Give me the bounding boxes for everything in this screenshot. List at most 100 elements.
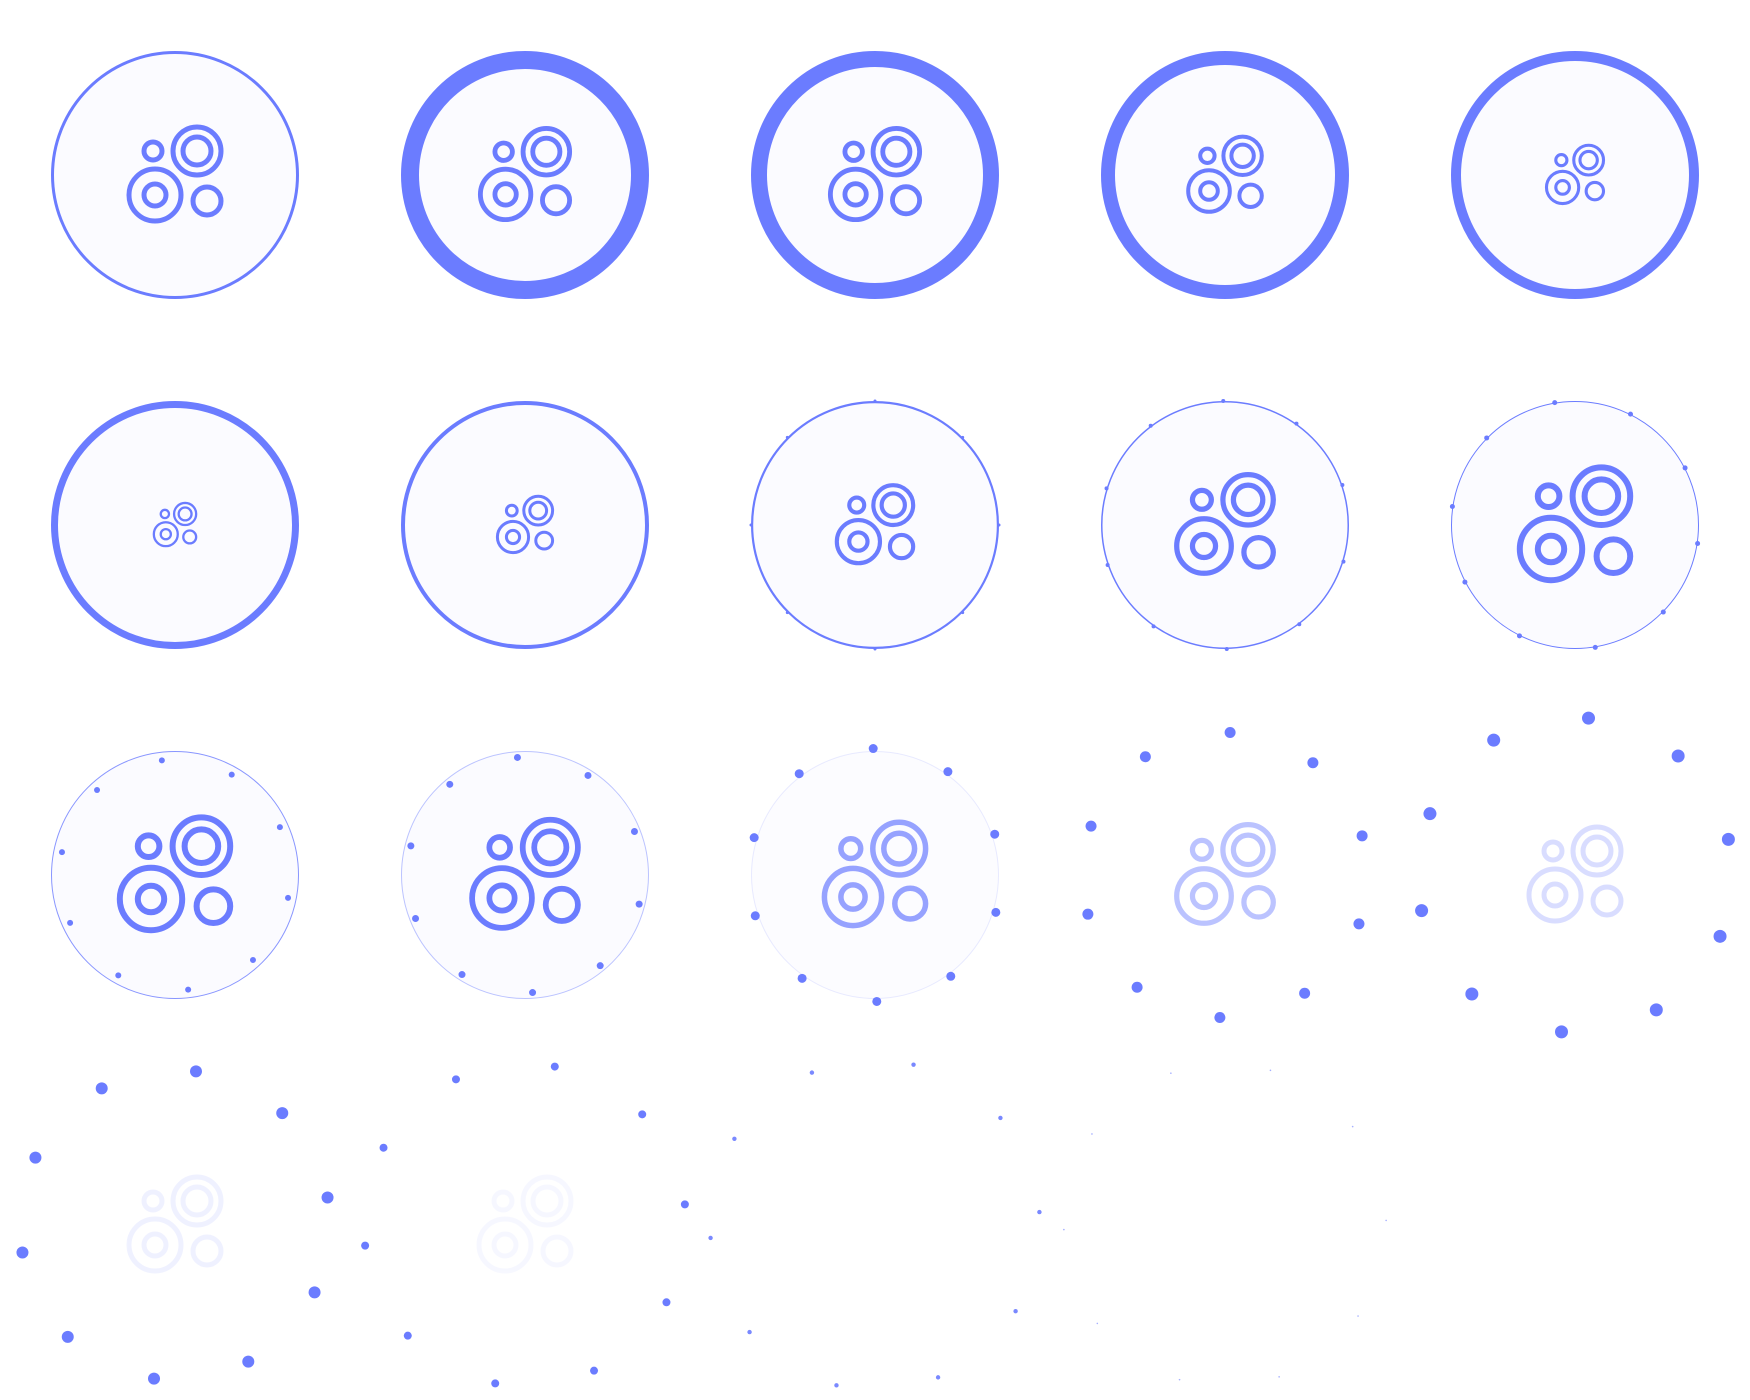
orbit-dot [747,1329,752,1335]
orbit-dot [1351,1125,1354,1128]
orbit-dot [961,611,965,615]
orbit-dot [1356,830,1368,842]
orbit-dot [946,971,956,981]
orbit-dots [749,744,1001,1006]
orbit-dots [1415,711,1735,1039]
orbit-dot [961,435,965,439]
orbit-dot [513,753,521,761]
orbit-dots [1063,1069,1387,1381]
orbit-dot [911,1062,916,1067]
orbit-dot [794,769,804,779]
orbit-dots [361,1062,689,1388]
frame-15 [1415,711,1735,1039]
orbit-dot [1423,807,1437,821]
orbit-dot [1582,711,1596,725]
orbit-dot [1628,411,1634,417]
orbit-dot [1085,820,1097,832]
orbit-dot [321,1191,334,1204]
orbit-dots [16,1065,334,1385]
orbit-dot [1013,1309,1018,1314]
orbit-dot [1592,644,1598,650]
orbit-dot [1151,624,1156,629]
frame-14 [1082,726,1368,1024]
orbit-dot [1554,1025,1568,1039]
orbit-dot [491,1379,500,1388]
orbit-dot [115,972,122,979]
orbit-dot [1148,423,1153,428]
orbit-dot [750,911,760,921]
orbit-dot [1385,1219,1387,1222]
frame-3 [751,51,999,299]
orbit-dot [1294,421,1299,426]
orbit-dot [873,399,877,403]
orbit-dot [379,1143,388,1152]
orbit-dot [148,1372,161,1385]
bubbles-icon [827,126,923,223]
orbit-dot [1660,609,1666,615]
orbit-dot [1105,562,1110,567]
frame-7 [401,401,649,649]
orbit-dot [285,894,292,901]
frame-20 [1400,1050,1750,1400]
orbit-dot [785,611,789,615]
bubbles-icon [476,1174,574,1274]
orbit-dot [749,523,753,527]
orbit-dot [1465,987,1479,1001]
orbit-dot [1214,1012,1226,1024]
orbit-dot [1131,981,1143,993]
bubbles-icon [126,124,224,224]
orbit-dot [935,1375,941,1380]
frame-2 [401,51,649,299]
orbit-dot [276,824,283,831]
orbit-dot [1091,1133,1093,1135]
bubbles-icon [821,819,929,929]
orbit-dot [446,780,454,788]
orbit-dot [872,996,882,1006]
orbit-dot [1484,435,1490,441]
orbit-dot [61,1330,74,1343]
orbit-dot [158,757,165,764]
bubbles-icon [495,494,555,555]
orbit-dot [276,1107,289,1120]
orbit-dot [1224,646,1229,651]
orbit-dots [708,1062,1042,1388]
bubbles-icon [1544,143,1606,206]
frame-10 [1449,400,1701,650]
orbit-dot [1353,918,1365,930]
frame-19 [1063,1069,1387,1381]
orbit-dot [1713,929,1727,943]
orbit-dot [596,962,604,970]
bubbles-icon [1174,821,1276,926]
bubbles-icon [469,816,581,931]
frame-8 [749,399,1001,651]
bubbles-icon [1526,824,1624,924]
orbit-dot [1221,399,1226,404]
orbit-dot [550,1062,559,1071]
orbit-dot [361,1241,370,1250]
orbit-dot [1462,579,1468,585]
orbit-dot [1682,465,1688,471]
orbit-dot [1096,1322,1099,1325]
orbit-dot [991,907,1001,917]
orbit-dot [662,1298,671,1307]
orbit-dot [1307,757,1319,769]
bubbles-icon [116,814,234,934]
frame-16 [16,1065,334,1385]
frame-13 [749,744,1001,1006]
bubbles-icon [834,483,916,566]
orbit-dot [1487,733,1501,747]
frame-9 [1101,399,1349,651]
orbit-dot [708,1235,713,1241]
orbit-dot [998,1115,1003,1121]
orbit-dot [308,1286,321,1299]
orbit-dot [94,787,101,794]
orbit-dot [630,827,638,835]
orbit-dot [1552,400,1558,406]
bubbles-icon [477,126,573,223]
orbit-dot [1649,1003,1663,1017]
orbit-dot [834,1383,839,1388]
orbit-dot [1671,749,1685,763]
orbit-dot [189,1065,202,1078]
orbit-dot [1299,987,1311,999]
orbit-dot [403,1331,412,1340]
